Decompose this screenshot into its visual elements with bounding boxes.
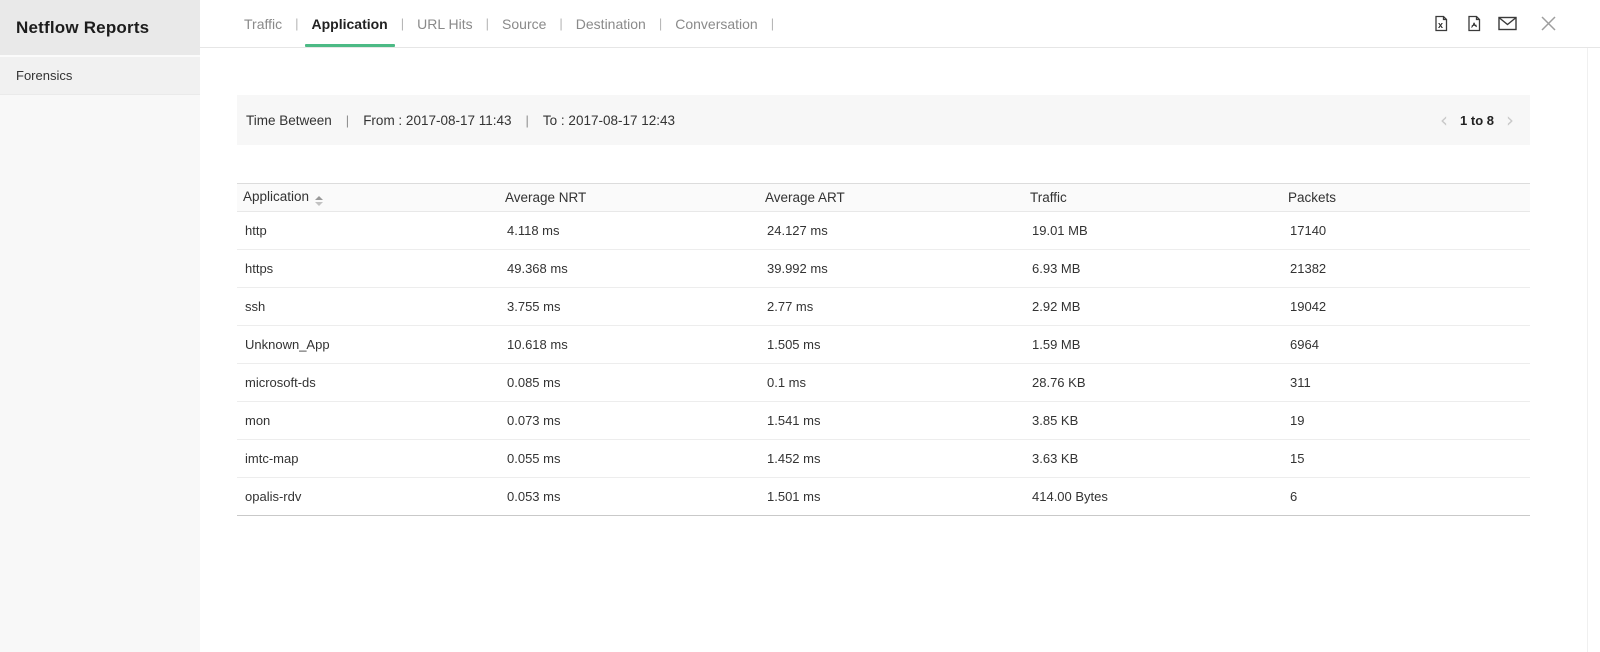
table-row: Unknown_App 10.618 ms 1.505 ms 1.59 MB 6… (237, 325, 1530, 364)
column-header-average-art[interactable]: Average ART (759, 183, 1024, 212)
cell-average-nrt: 0.085 ms (499, 363, 759, 402)
cell-packets: 6964 (1282, 325, 1530, 364)
time-from-value: From : 2017-08-17 11:43 (363, 112, 512, 128)
pagination: ‹ 1 to 8 › (1438, 110, 1516, 130)
cell-traffic: 3.63 KB (1024, 439, 1282, 478)
cell-average-nrt: 0.053 ms (499, 477, 759, 516)
filter-separator: | (525, 112, 529, 128)
tab-separator: | (770, 16, 775, 31)
cell-application: mon (237, 401, 499, 440)
cell-traffic: 414.00 Bytes (1024, 477, 1282, 516)
cell-application: ssh (237, 287, 499, 326)
cell-average-art: 1.505 ms (759, 325, 1024, 364)
tab-separator: | (559, 16, 563, 31)
report-tabbar: Traffic | Application | URL Hits | Sourc… (200, 0, 1600, 48)
tab-separator: | (295, 16, 299, 31)
cell-average-art: 2.77 ms (759, 287, 1024, 326)
time-filter: Time Between | From : 2017-08-17 11:43 |… (246, 113, 675, 128)
table-row: https 49.368 ms 39.992 ms 6.93 MB 21382 (237, 249, 1530, 288)
cell-traffic: 3.85 KB (1024, 401, 1282, 440)
cell-average-art: 1.541 ms (759, 401, 1024, 440)
cell-average-nrt: 4.118 ms (499, 211, 759, 250)
report-tabs: Traffic | Application | URL Hits | Sourc… (237, 0, 780, 47)
report-toolbar: x (1429, 0, 1600, 47)
tab-separator: | (658, 16, 663, 31)
cell-average-nrt: 3.755 ms (499, 287, 759, 326)
cell-application: Unknown_App (237, 325, 499, 364)
cell-packets: 17140 (1282, 211, 1530, 250)
cell-packets: 15 (1282, 439, 1530, 478)
column-header-traffic[interactable]: Traffic (1024, 183, 1282, 212)
cell-average-nrt: 49.368 ms (499, 249, 759, 288)
cell-application: imtc-map (237, 439, 499, 478)
tab-destination[interactable]: Destination (575, 15, 646, 32)
tab-separator: | (400, 16, 405, 31)
column-header-average-nrt[interactable]: Average NRT (499, 183, 759, 212)
export-excel-icon[interactable]: x (1429, 12, 1453, 36)
cell-packets: 311 (1282, 363, 1530, 402)
filter-separator: | (345, 112, 350, 128)
table-header-row: Application Average NRT Average ART Traf… (237, 183, 1530, 212)
cell-average-art: 1.501 ms (759, 477, 1024, 516)
table-row: http 4.118 ms 24.127 ms 19.01 MB 17140 (237, 211, 1530, 250)
sidebar-header: Netflow Reports (0, 0, 200, 57)
tab-separator: | (485, 16, 490, 31)
cell-traffic: 19.01 MB (1024, 211, 1282, 250)
column-header-application[interactable]: Application (237, 183, 499, 212)
page-range-label: 1 to 8 (1460, 112, 1494, 128)
cell-packets: 19 (1282, 401, 1530, 440)
export-pdf-icon[interactable] (1462, 12, 1486, 36)
table-row: microsoft-ds 0.085 ms 0.1 ms 28.76 KB 31… (237, 363, 1530, 402)
cell-traffic: 1.59 MB (1024, 325, 1282, 364)
email-report-icon[interactable] (1495, 12, 1519, 36)
cell-application: opalis-rdv (237, 477, 499, 516)
table-row: ssh 3.755 ms 2.77 ms 2.92 MB 19042 (237, 287, 1530, 326)
cell-application: http (237, 211, 499, 250)
time-to-value: To : 2017-08-17 12:43 (542, 112, 676, 128)
cell-average-nrt: 0.073 ms (499, 401, 759, 440)
filter-bar: Time Between | From : 2017-08-17 11:43 |… (237, 95, 1530, 145)
cell-application: microsoft-ds (237, 363, 499, 402)
cell-packets: 6 (1282, 477, 1530, 516)
cell-average-art: 24.127 ms (759, 211, 1024, 250)
cell-application: https (237, 249, 499, 288)
page-prev-icon[interactable]: ‹ (1440, 108, 1449, 132)
cell-average-art: 39.992 ms (759, 249, 1024, 288)
table-row: mon 0.073 ms 1.541 ms 3.85 KB 19 (237, 401, 1530, 440)
cell-average-art: 1.452 ms (759, 439, 1024, 478)
report-table: Application Average NRT Average ART Traf… (237, 183, 1530, 516)
cell-traffic: 28.76 KB (1024, 363, 1282, 402)
sidebar-item-forensics[interactable]: Forensics (0, 57, 200, 95)
sidebar: Netflow Reports Forensics (0, 0, 200, 652)
tab-conversation[interactable]: Conversation (675, 15, 758, 32)
cell-average-nrt: 0.055 ms (499, 439, 759, 478)
cell-packets: 21382 (1282, 249, 1530, 288)
table-row: imtc-map 0.055 ms 1.452 ms 3.63 KB 15 (237, 439, 1530, 478)
sort-icon[interactable] (315, 196, 324, 206)
cell-traffic: 6.93 MB (1024, 249, 1282, 288)
cell-average-art: 0.1 ms (759, 363, 1024, 402)
cell-packets: 19042 (1282, 287, 1530, 326)
app-title: Netflow Reports (16, 17, 150, 37)
tab-url-hits[interactable]: URL Hits (417, 15, 473, 32)
cell-traffic: 2.92 MB (1024, 287, 1282, 326)
svg-text:x: x (1438, 20, 1443, 30)
tab-source[interactable]: Source (502, 15, 547, 32)
page-next-icon[interactable]: › (1506, 108, 1514, 132)
table-row: opalis-rdv 0.053 ms 1.501 ms 414.00 Byte… (237, 477, 1530, 516)
time-between-label: Time Between (246, 112, 332, 128)
tab-application[interactable]: Application (304, 0, 395, 47)
scrollbar-track[interactable] (1587, 48, 1600, 652)
tab-traffic[interactable]: Traffic (244, 15, 283, 32)
close-icon[interactable] (1536, 12, 1560, 36)
column-header-packets[interactable]: Packets (1282, 183, 1530, 212)
main-panel: Traffic | Application | URL Hits | Sourc… (200, 0, 1600, 652)
cell-average-nrt: 10.618 ms (499, 325, 759, 364)
sidebar-item-label: Forensics (16, 68, 73, 83)
